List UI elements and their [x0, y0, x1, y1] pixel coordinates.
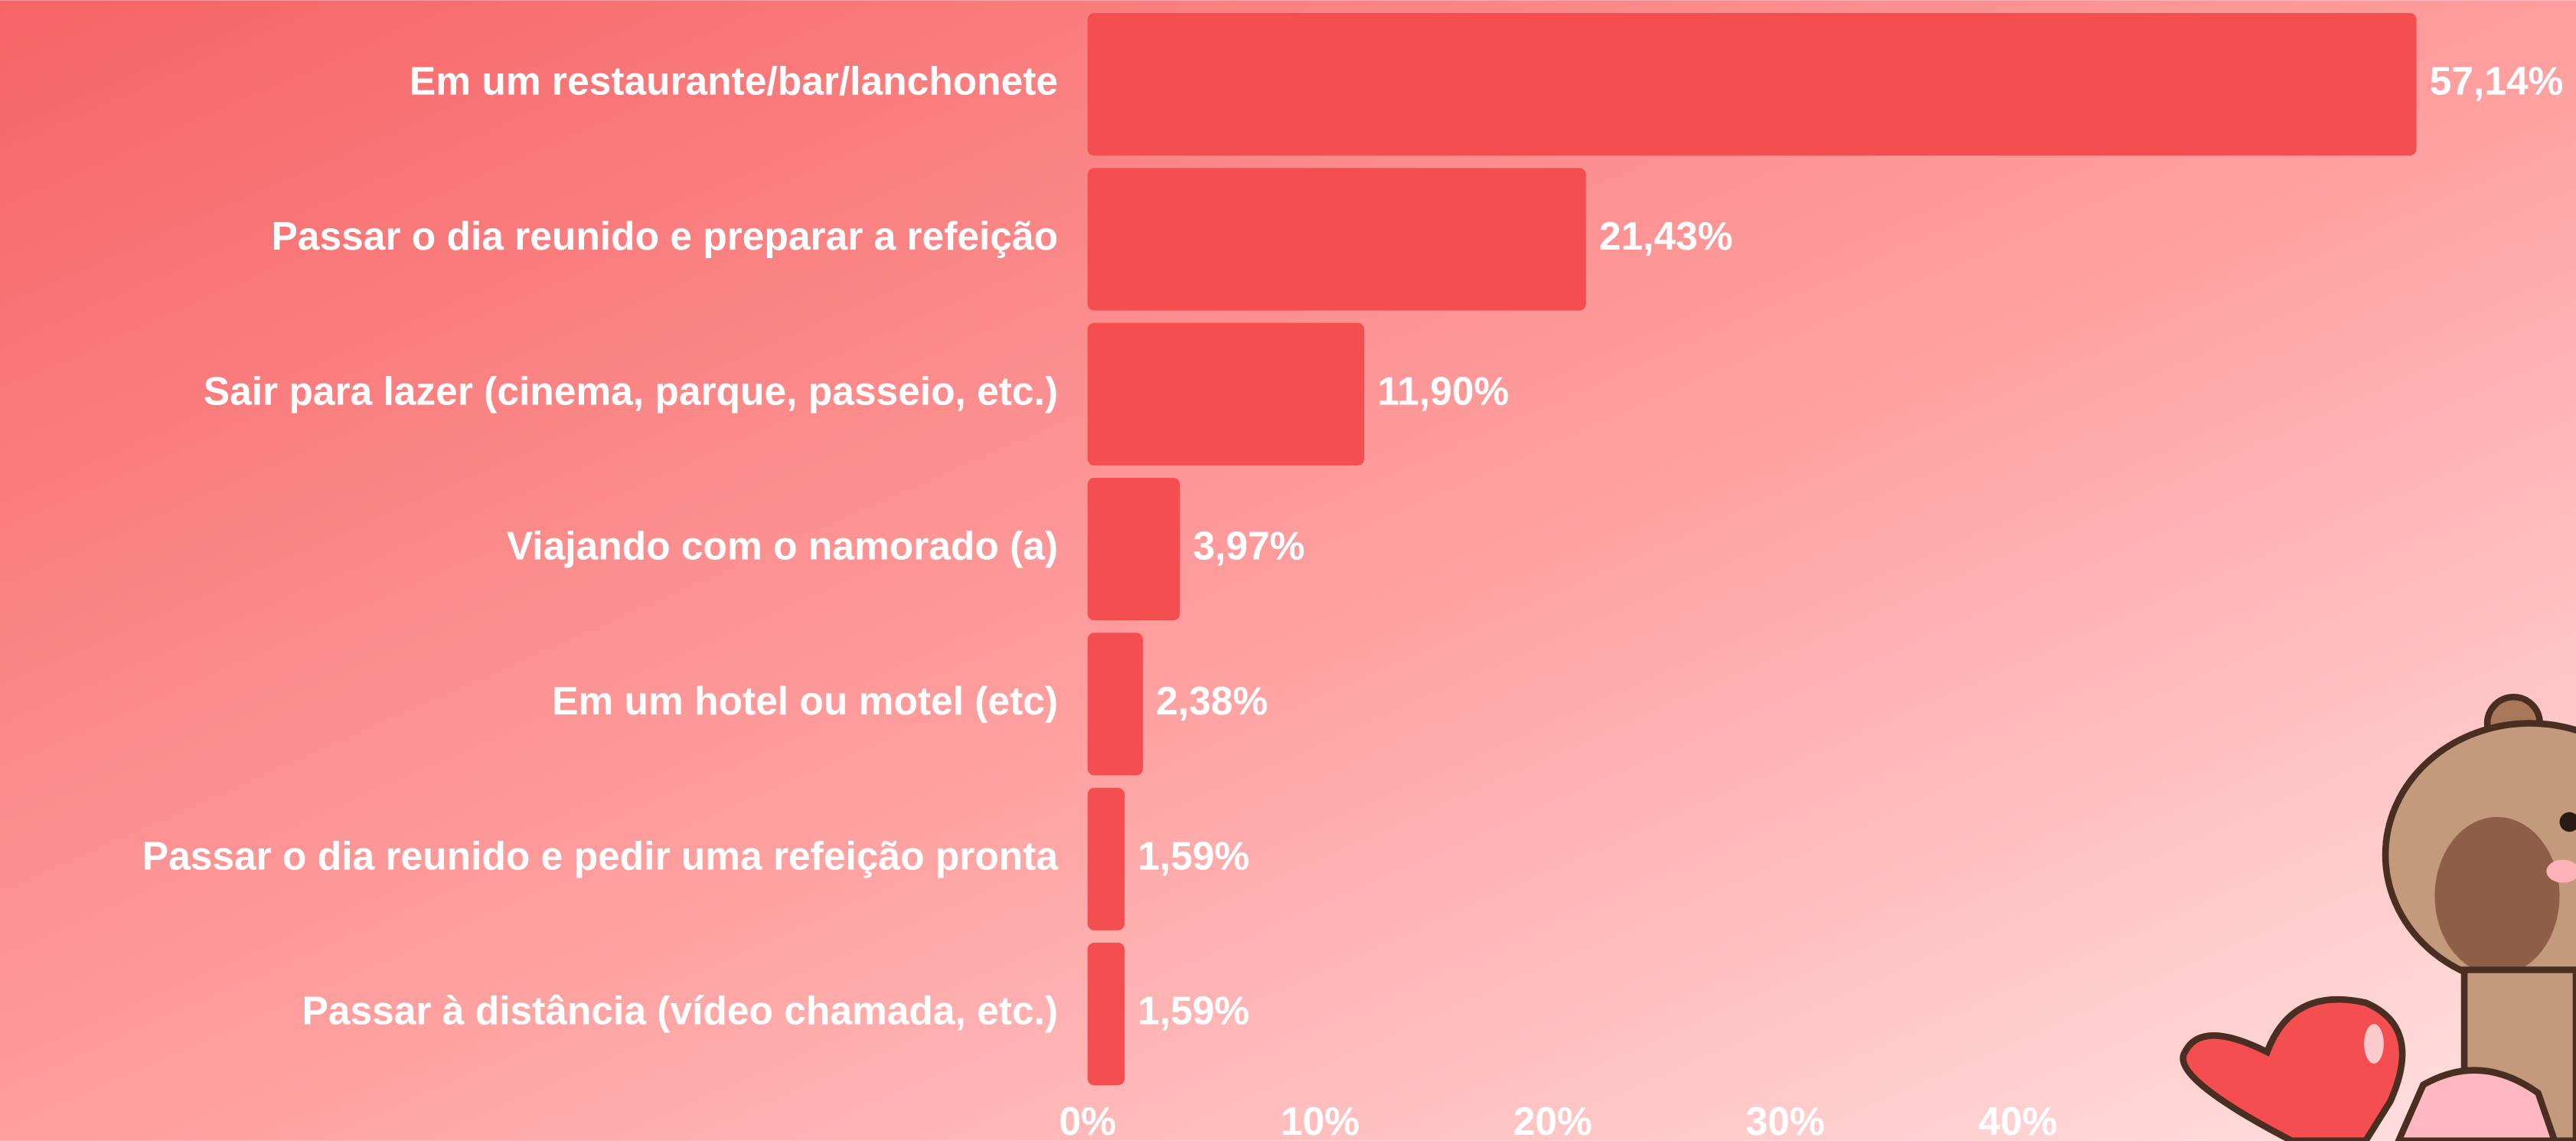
category-label: Sair para lazer (cinema, parque, passeio…	[204, 368, 1058, 413]
bar	[1087, 322, 1365, 466]
value-label: 1,59%	[1138, 833, 1249, 878]
bar	[1087, 12, 2417, 156]
category-label: Passar à distância (vídeo chamada, etc.)	[302, 989, 1059, 1033]
category-label: Passar o dia reunido e pedir uma refeiçã…	[142, 833, 1059, 878]
value-label: 57,14%	[2430, 59, 2564, 103]
x-tick-label: 30%	[1746, 1099, 1825, 1141]
bar	[1087, 168, 1586, 311]
value-label: 1,59%	[1138, 989, 1249, 1033]
x-tick-label: 20%	[1513, 1099, 1592, 1141]
value-label: 3,97%	[1193, 524, 1304, 568]
value-label: 11,90%	[1377, 368, 1509, 413]
bar	[1087, 633, 1143, 776]
x-tick-label: 0%	[1059, 1099, 1115, 1141]
x-tick-label: 40%	[1978, 1099, 2057, 1141]
category-label: Viajando com o namorado (a)	[507, 524, 1058, 568]
bar	[1087, 943, 1125, 1086]
value-label: 21,43%	[1599, 214, 1733, 258]
x-tick-label: 10%	[1281, 1099, 1360, 1141]
category-label: Passar o dia reunido e preparar a refeiç…	[271, 214, 1058, 258]
category-label: Em um hotel ou motel (etc)	[552, 678, 1058, 723]
value-label: 2,38%	[1156, 678, 1268, 723]
capybara-decoration	[2179, 693, 2576, 1141]
category-label: Em um restaurante/bar/lanchonete	[410, 59, 1058, 103]
bar	[1087, 787, 1125, 930]
bar	[1087, 478, 1180, 621]
